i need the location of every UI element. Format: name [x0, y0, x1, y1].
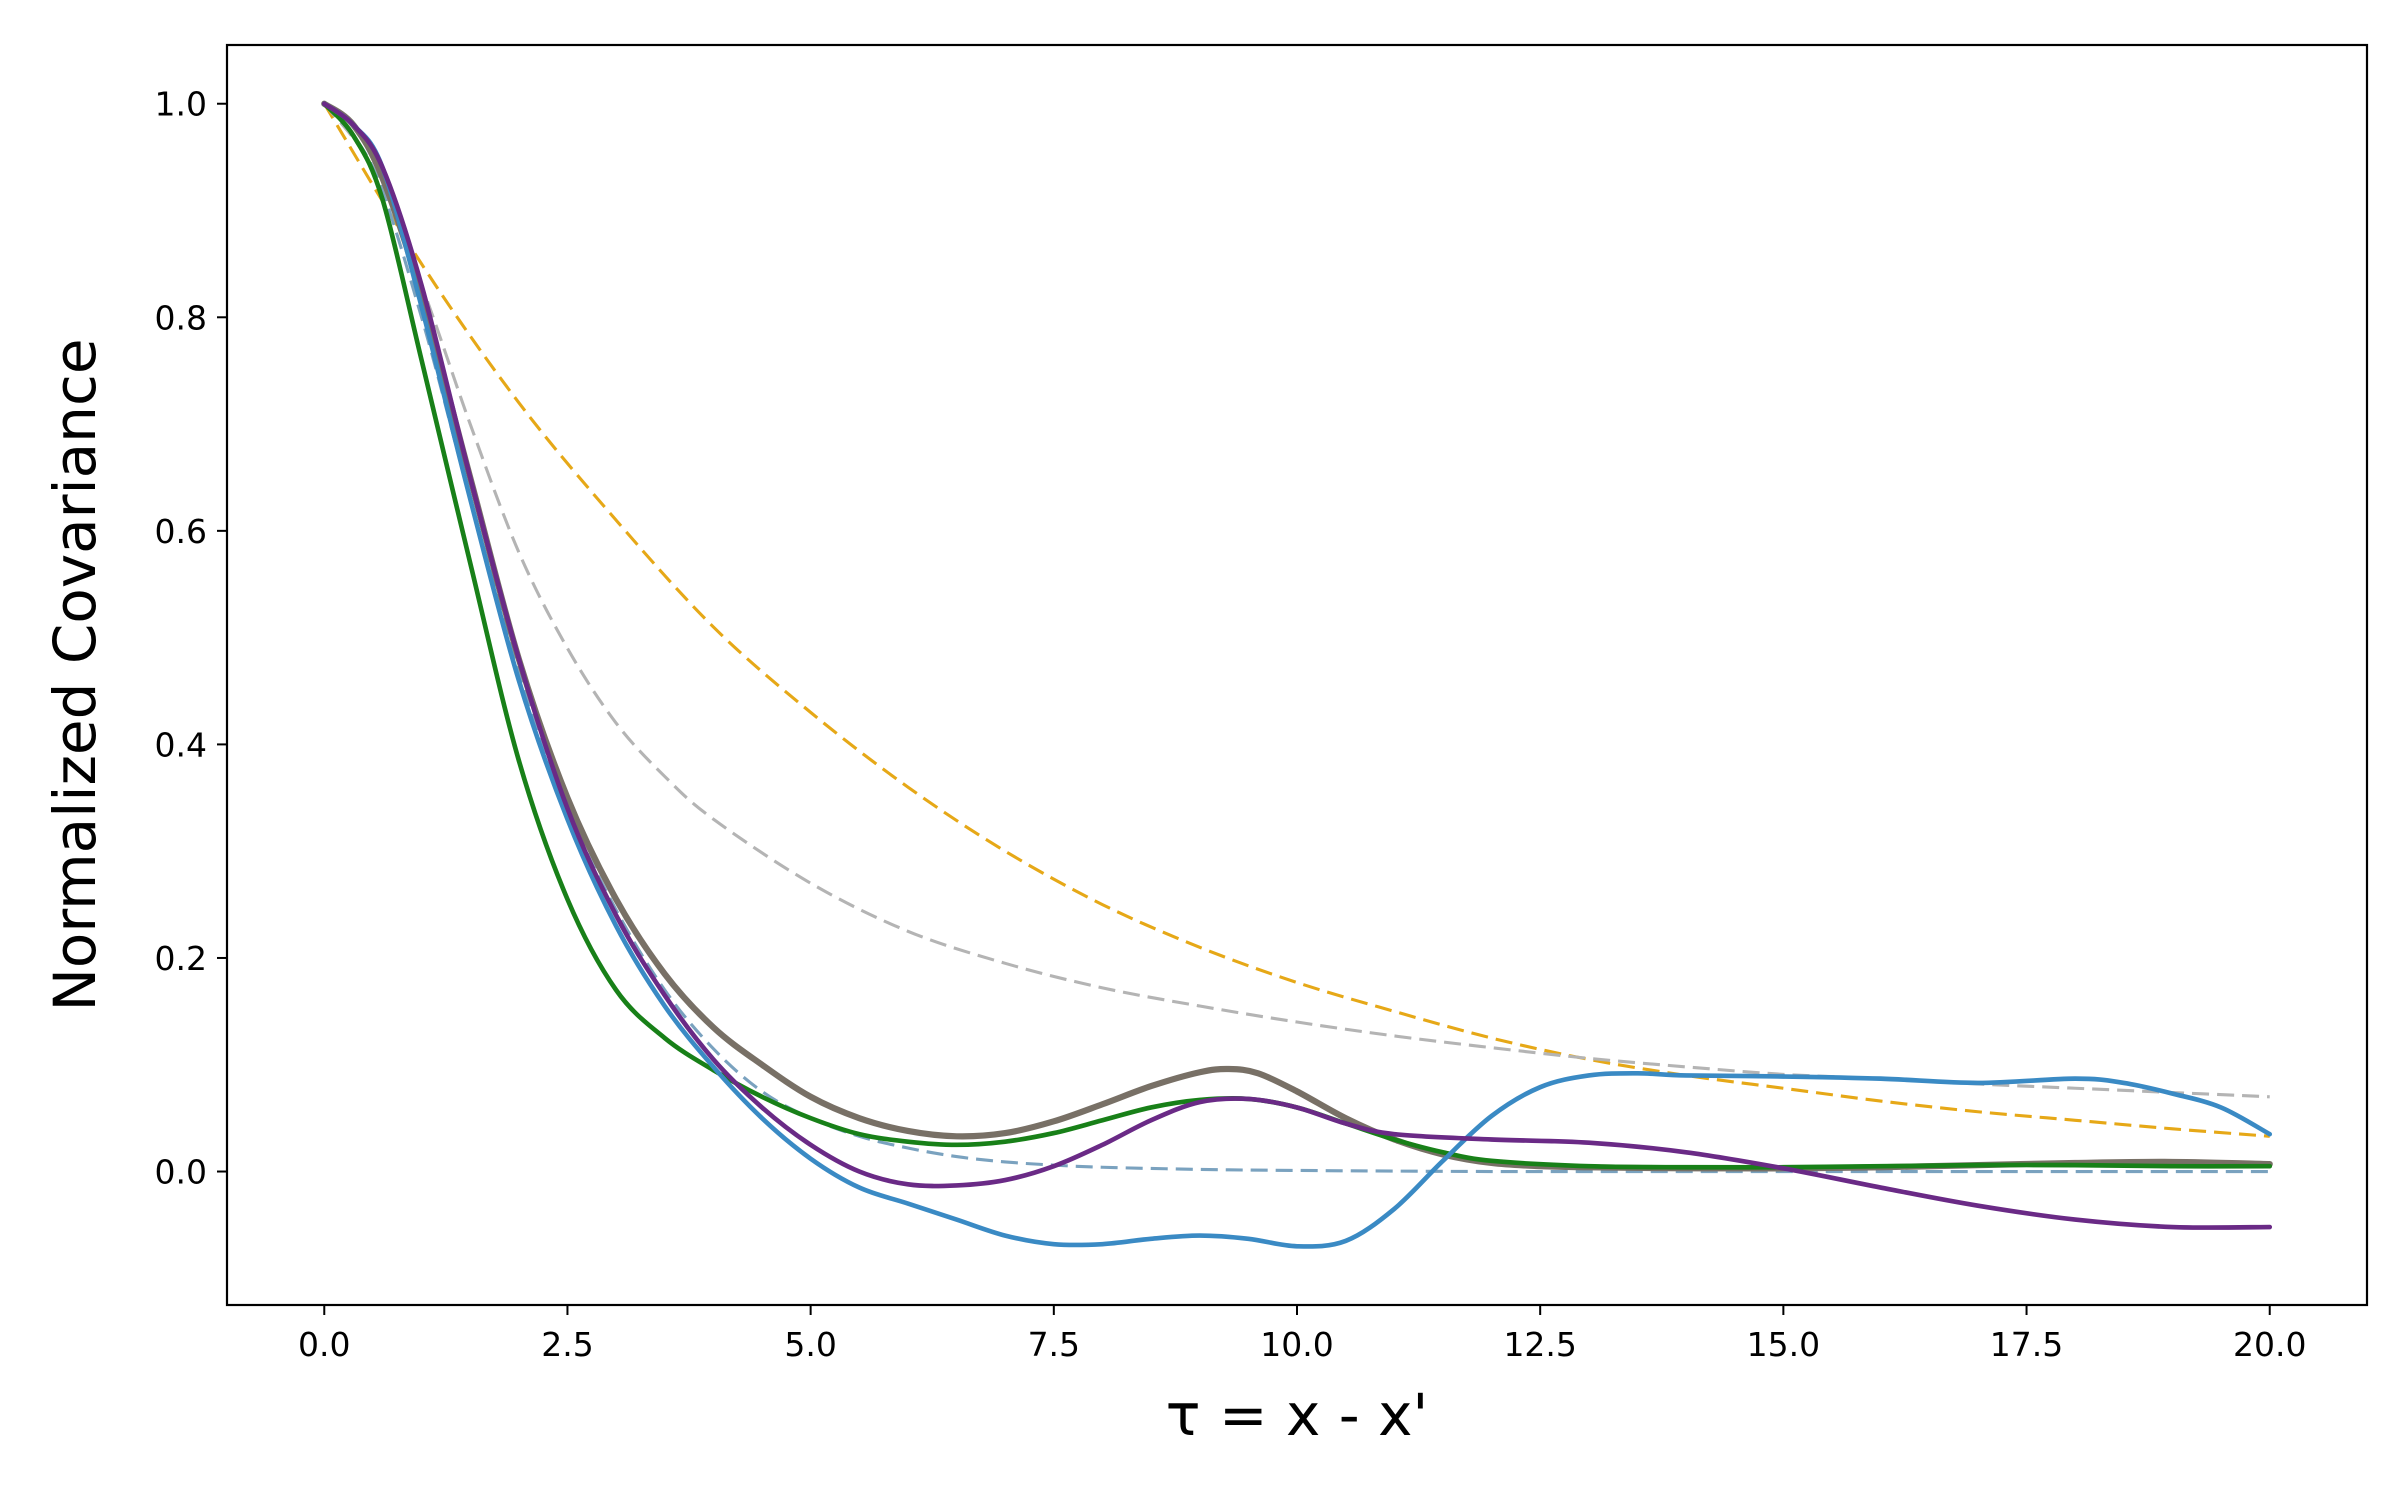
- x-tick-label: 10.0: [1260, 1325, 1333, 1364]
- x-tick-label: 17.5: [1990, 1325, 2063, 1364]
- x-axis-label: τ = x - x': [1166, 1381, 1429, 1449]
- x-tick-label: 7.5: [1028, 1325, 1080, 1364]
- y-axis-label: Normalized Covariance: [41, 338, 109, 1011]
- x-tick-label: 20.0: [2233, 1325, 2306, 1364]
- y-tick-label: 0.2: [155, 939, 207, 978]
- y-tick-label: 0.8: [155, 298, 207, 337]
- x-tick-label: 0.0: [298, 1325, 350, 1364]
- series-layer: [321, 100, 2273, 1249]
- series-line-1: [322, 102, 2270, 1138]
- y-tick-label: 0.0: [155, 1153, 207, 1192]
- y-axis: 0.0 0.2 0.4 0.6 0.8 1.0: [155, 85, 227, 1192]
- x-axis: 0.0 2.5 5.0 7.5 10.0 12.5 15.0 17.5 20.0: [298, 1305, 2306, 1364]
- x-tick-label: 12.5: [1503, 1325, 1576, 1364]
- series-line-7: [321, 101, 2273, 1230]
- series-line-3: [323, 102, 2270, 1174]
- plot-area: [227, 45, 2367, 1305]
- y-tick-label: 1.0: [155, 85, 207, 124]
- y-tick-label: 0.4: [155, 725, 207, 764]
- x-tick-label: 2.5: [541, 1325, 593, 1364]
- x-tick-label: 15.0: [1747, 1325, 1820, 1364]
- x-tick-label: 5.0: [784, 1325, 836, 1364]
- series-line-6: [321, 101, 2273, 1249]
- y-tick-label: 0.6: [155, 512, 207, 551]
